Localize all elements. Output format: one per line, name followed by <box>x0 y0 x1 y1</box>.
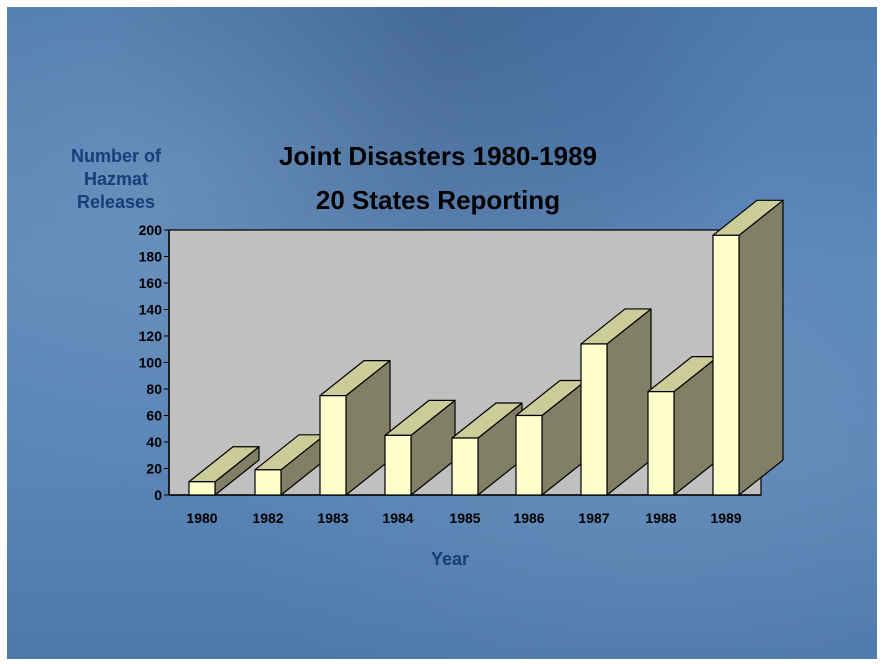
x-tick-label: 1982 <box>252 510 283 526</box>
bar-side <box>738 199 784 496</box>
bar <box>580 343 608 496</box>
bar <box>254 469 282 496</box>
x-tick-label: 1989 <box>710 510 741 526</box>
bar <box>515 414 543 496</box>
chart-subtitle: 20 States Reporting <box>315 185 561 215</box>
y-tick-label: 60 <box>146 408 162 424</box>
y-tick-label: 120 <box>139 328 163 344</box>
y-tick-label: 140 <box>139 302 163 318</box>
y-tick-label: 180 <box>139 249 163 265</box>
x-tick-label: 1984 <box>382 510 413 526</box>
y-axis-label: Number of Hazmat Releases <box>71 146 161 212</box>
y-tick-label: 80 <box>146 381 162 397</box>
x-tick-label: 1987 <box>578 510 609 526</box>
y-tick-label: 0 <box>154 487 162 503</box>
y-tick-label: 200 <box>139 222 163 238</box>
x-tick-label: 1983 <box>317 510 348 526</box>
bar <box>319 395 347 496</box>
bar <box>384 434 412 496</box>
x-axis-label: Year <box>430 549 470 569</box>
x-tick-label: 1980 <box>186 510 217 526</box>
x-tick-label: 1985 <box>449 510 480 526</box>
bar <box>647 391 675 496</box>
bar <box>188 481 216 496</box>
y-tick-label: 100 <box>139 355 163 371</box>
x-tick-label: 1986 <box>513 510 544 526</box>
chart-title: Joint Disasters 1980-1989 <box>279 141 597 171</box>
bar <box>712 234 740 496</box>
bar <box>451 437 479 496</box>
y-tick-label: 20 <box>146 461 162 477</box>
x-tick-label: 1988 <box>645 510 676 526</box>
y-tick-label: 40 <box>146 434 162 450</box>
y-tick-label: 160 <box>139 275 163 291</box>
